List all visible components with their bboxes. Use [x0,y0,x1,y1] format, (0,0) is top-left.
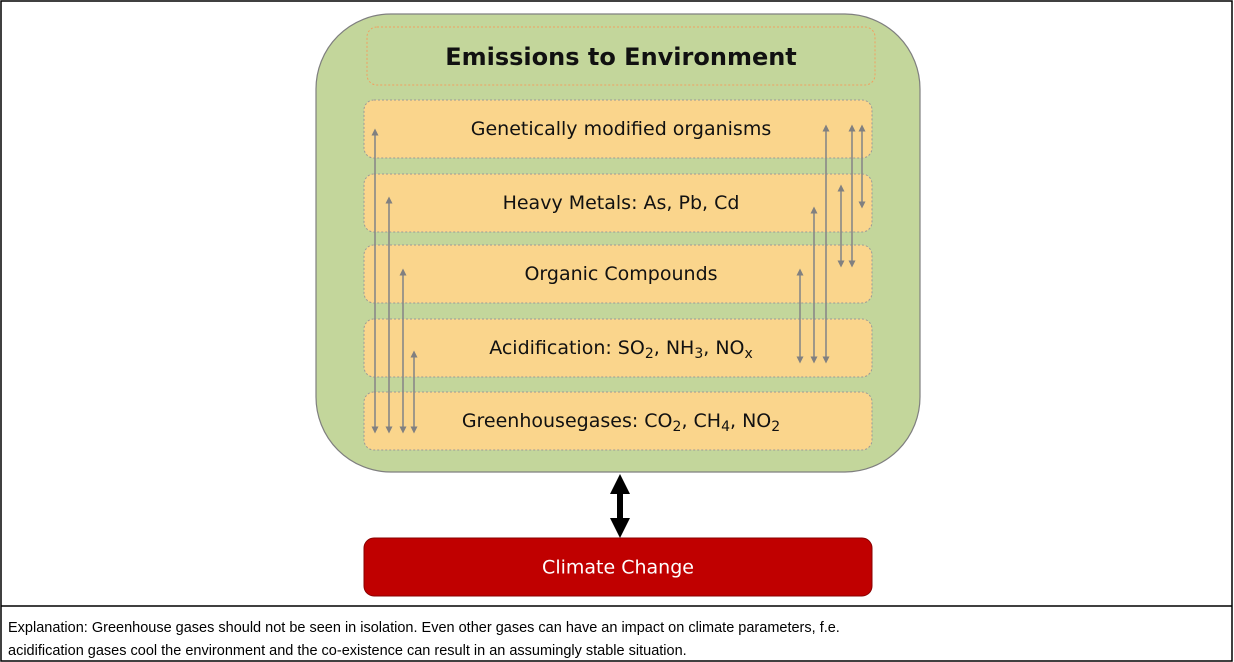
label-part: Greenhousegases: CO [462,410,673,432]
subscript: 2 [673,419,682,435]
emission-label: Greenhousegases: CO2, CH4, NO2 [462,410,780,435]
explanation-line: acidification gases cool the environment… [8,643,687,659]
label-part: Heavy Metals: As, Pb, Cd [503,192,740,214]
title-box [366,26,876,86]
subscript: 2 [645,346,654,362]
label-part: , NH [654,337,695,359]
explanation-line: Explanation: Greenhouse gases should not… [8,620,840,636]
subscript: x [745,346,753,362]
emission-label: Genetically modified organisms [471,118,771,140]
label-part: , CH [681,410,721,432]
connector-arrows [371,124,866,434]
emission-box [363,173,873,233]
emission-label: Organic Compounds [524,263,717,285]
subscript: 2 [771,419,780,435]
subscript: 3 [694,346,703,362]
label-part: , NO [730,410,771,432]
result-label: Climate Change [542,557,694,579]
emission-box [363,391,873,451]
box-stack: Genetically modified organisms Heavy Meta… [363,99,873,451]
emission-box [363,244,873,304]
title: Emissions to Environment [445,43,797,71]
label-part: Acidification: SO [489,337,645,359]
result-box [363,537,873,597]
label-part: , NO [703,337,744,359]
emission-label: Heavy Metals: As, Pb, Cd [503,192,740,214]
label-part: Organic Compounds [524,263,717,285]
emission-label: Acidification: SO2, NH3, NOx [489,337,753,362]
label-part: Genetically modified organisms [471,118,771,140]
subscript: 4 [721,419,730,435]
emission-box [363,99,873,159]
emission-box [363,318,873,378]
